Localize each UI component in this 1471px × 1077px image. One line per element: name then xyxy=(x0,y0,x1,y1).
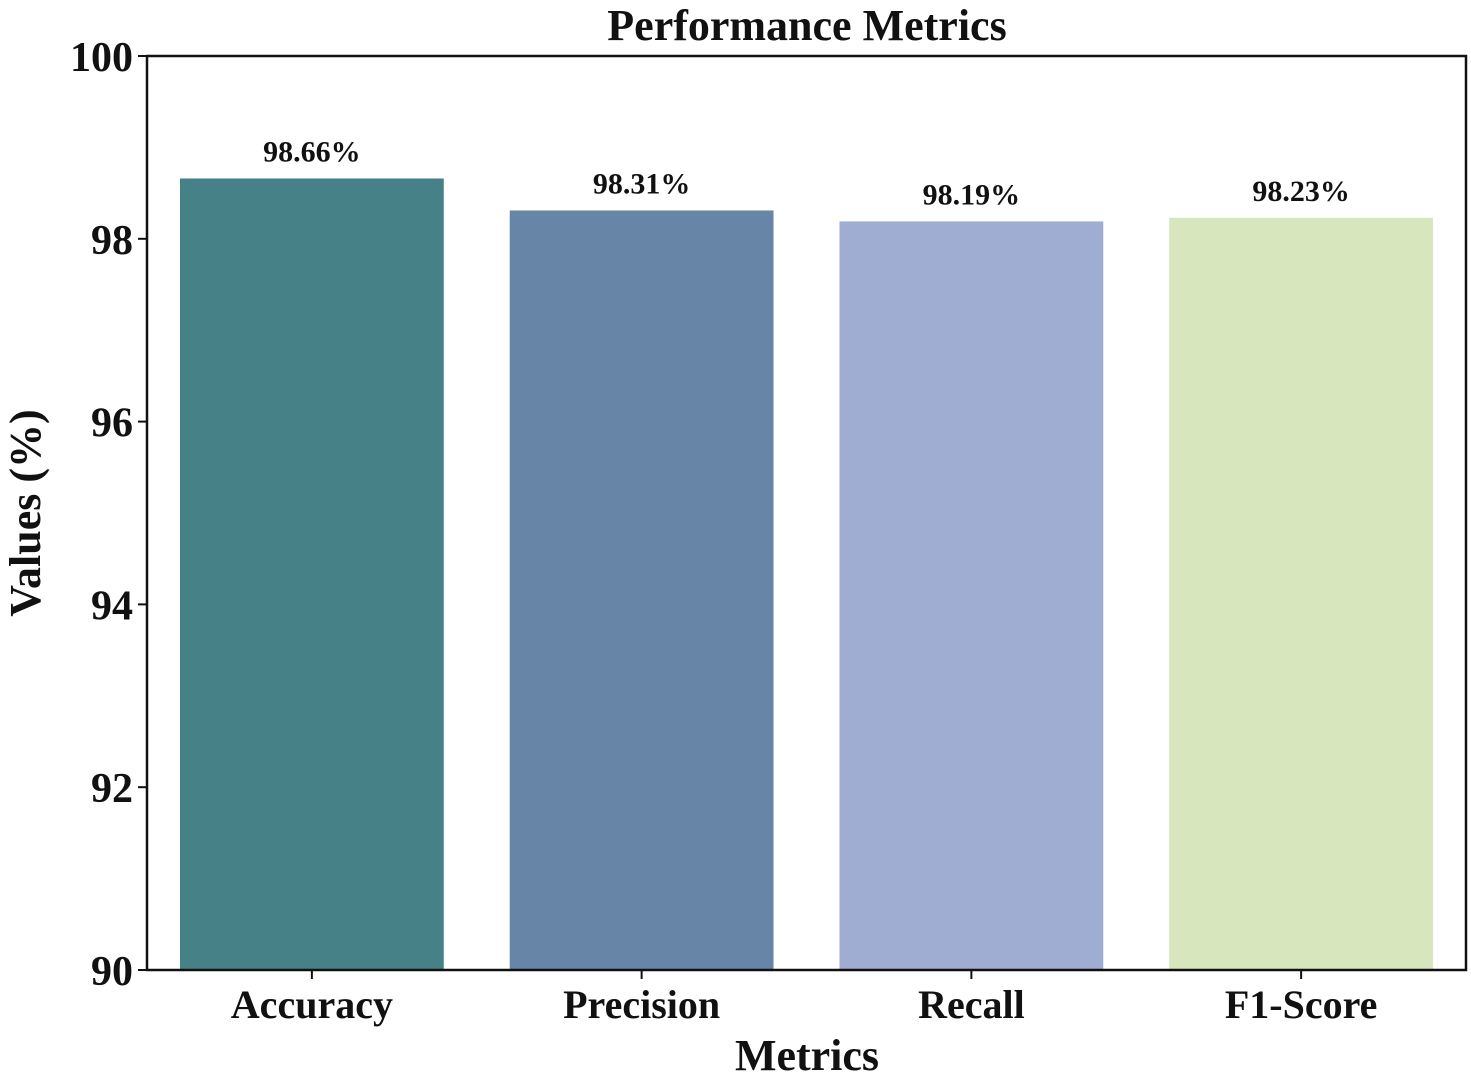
value-label-recall: 98.19% xyxy=(923,178,1021,211)
bar-f1-score xyxy=(1169,217,1434,970)
value-label-group: 98.66% 98.31% 98.19% 98.23% xyxy=(263,135,1350,211)
y-tick-label-100: 100 xyxy=(70,35,133,81)
y-tick-label-90: 90 xyxy=(91,949,133,995)
bar-accuracy xyxy=(179,178,444,970)
value-label-accuracy: 98.66% xyxy=(263,135,361,168)
value-label-precision: 98.31% xyxy=(593,167,691,200)
x-axis-label: Metrics xyxy=(735,1031,879,1077)
y-tick-label-98: 98 xyxy=(91,218,133,264)
y-tick-label-92: 92 xyxy=(91,766,133,812)
plot-frame xyxy=(145,54,1468,972)
y-tick-label-94: 94 xyxy=(91,583,133,629)
x-tick-label-precision: Precision xyxy=(563,982,720,1027)
y-axis-label: Values (%) xyxy=(1,409,50,616)
bar-precision xyxy=(509,210,774,970)
bar-recall xyxy=(839,221,1104,970)
chart-title: Performance Metrics xyxy=(607,1,1006,50)
x-tick-label-recall: Recall xyxy=(918,982,1025,1027)
x-tick-label-accuracy: Accuracy xyxy=(231,982,393,1027)
x-tick-label-f1-score: F1-Score xyxy=(1225,982,1378,1027)
value-label-f1-score: 98.23% xyxy=(1252,175,1350,208)
y-axis-ticks: 90 92 94 96 98 100 xyxy=(70,35,147,995)
x-axis-ticks: Accuracy Precision Recall F1-Score xyxy=(231,970,1378,1027)
y-tick-label-96: 96 xyxy=(91,401,133,447)
bar-series xyxy=(179,178,1434,970)
